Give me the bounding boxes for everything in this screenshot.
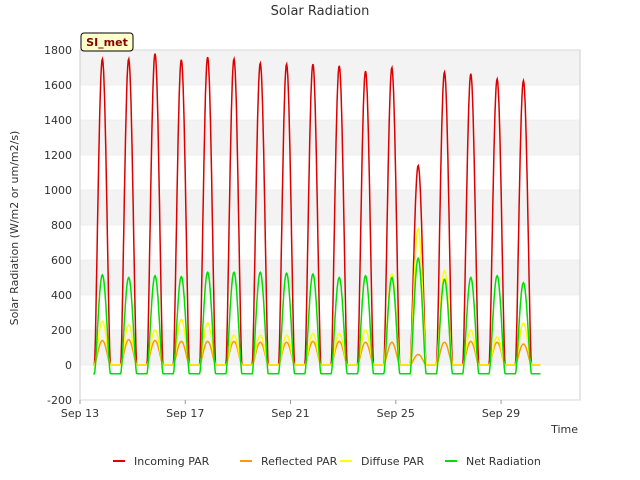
site-badge-box <box>80 32 134 52</box>
x-tick-label: Sep 21 <box>271 407 309 420</box>
legend-label: Diffuse PAR <box>361 455 425 468</box>
background-band <box>80 85 580 120</box>
plot-background-bands <box>80 50 580 400</box>
site-badge-label: SI_met <box>86 36 128 49</box>
y-tick-label: 1200 <box>44 149 72 162</box>
series-line <box>93 226 541 366</box>
legend-label: Incoming PAR <box>134 455 210 468</box>
y-tick-label: 400 <box>51 289 72 302</box>
y-axis-label: Solar Radiation (W/m2 or um/m2/s) <box>8 131 21 326</box>
y-tick-label: -200 <box>47 394 72 407</box>
y-axis-ticks: -200 0 200 400 600 800 1000 1200 1400 1600 1800 <box>44 44 580 407</box>
background-band <box>80 225 580 260</box>
x-axis-ticks: Sep 13 Sep 17 Sep 21 Sep 25 Sep 29 <box>61 400 520 420</box>
y-tick-label: 800 <box>51 219 72 232</box>
y-tick-label: 1000 <box>44 184 72 197</box>
x-tick-label: Sep 17 <box>166 407 204 420</box>
y-tick-label: 1800 <box>44 44 72 57</box>
x-tick-label: Sep 25 <box>377 407 415 420</box>
background-band <box>80 155 580 190</box>
y-tick-label: 0 <box>65 359 72 372</box>
y-tick-label: 1600 <box>44 79 72 92</box>
y-tick-label: 1400 <box>44 114 72 127</box>
x-tick-label: Sep 29 <box>482 407 520 420</box>
site-badge: SI_met <box>80 32 134 52</box>
background-band <box>80 295 580 330</box>
series-lines <box>93 53 541 375</box>
x-tick-label: Sep 13 <box>61 407 99 420</box>
background-band <box>80 120 580 155</box>
y-tick-label: 200 <box>51 324 72 337</box>
x-axis-label: Time <box>550 423 578 436</box>
chart-title: Solar Radiation <box>271 4 370 19</box>
background-band <box>80 190 580 225</box>
legend-label: Reflected PAR <box>261 455 338 468</box>
series-line <box>93 256 541 375</box>
legend: Incoming PAR Reflected PAR Diffuse PAR Net … <box>113 455 541 468</box>
legend-label: Net Radiation <box>466 455 541 468</box>
y-tick-label: 600 <box>51 254 72 267</box>
background-band <box>80 365 580 400</box>
